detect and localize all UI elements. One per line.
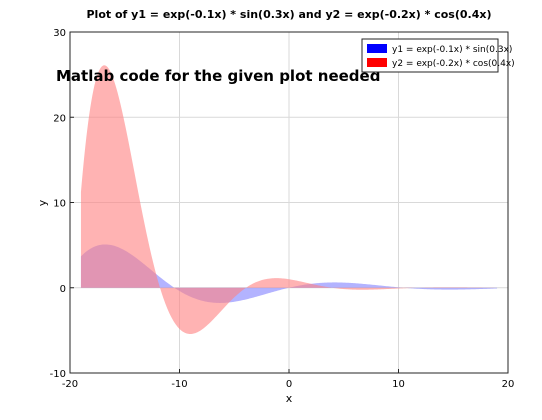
x-tick-label: 0 [286, 379, 292, 390]
y-tick-label: 0 [60, 284, 66, 295]
annotation-text: Matlab code for the given plot needed [56, 67, 380, 85]
legend-swatch-y2 [367, 58, 387, 67]
y-tick-label: 10 [53, 199, 66, 210]
legend-label-y2: y2 = exp(-0.2x) * cos(0.4x) [392, 59, 515, 69]
y-tick-label: 30 [53, 28, 66, 39]
x-tick-label: -20 [62, 379, 78, 390]
x-tick-label: 10 [392, 379, 405, 390]
legend-label-y1: y1 = exp(-0.1x) * sin(0.3x) [392, 45, 512, 55]
x-tick-label: 20 [502, 379, 515, 390]
y-tick-label: 20 [53, 113, 66, 124]
chart-areas [80, 65, 498, 334]
x-tick-label: -10 [171, 379, 187, 390]
chart-title: Plot of y1 = exp(-0.1x) * sin(0.3x) and … [87, 8, 492, 21]
legend-swatch-y1 [367, 44, 387, 53]
x-axis-label: x [286, 392, 293, 405]
legend: y1 = exp(-0.1x) * sin(0.3x) y2 = exp(-0.… [361, 38, 515, 73]
area-series-2 [80, 65, 498, 334]
y-axis-label: y [36, 199, 49, 206]
y-tick-label: -10 [50, 369, 66, 380]
